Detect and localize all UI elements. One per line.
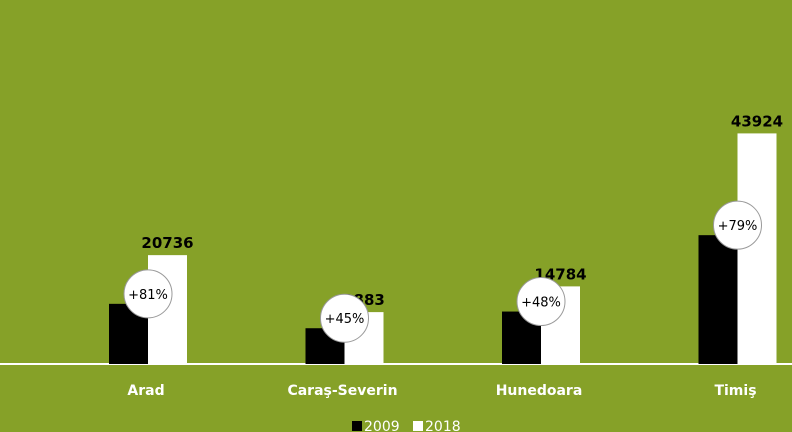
legend: 2009 2018	[352, 419, 461, 432]
legend-label-2018: 2018	[425, 419, 461, 432]
value-label-arad: 20736	[141, 234, 193, 252]
change-badge-timis	[713, 200, 762, 250]
legend-label-2009: 2009	[364, 419, 400, 432]
change-badge-arad	[123, 269, 173, 319]
bars-group	[109, 133, 777, 364]
value-label-timis: 43924	[731, 112, 783, 130]
change-badge-hunedoara	[516, 277, 566, 327]
change-label-hunedoara: +48%	[521, 296, 561, 311]
labels-group: 20736+81%Arad9883+45%Caraş-Severin14784+…	[123, 112, 783, 399]
change-label-caras-severin: +45%	[325, 312, 365, 327]
category-label-timis: Timiş	[714, 383, 756, 399]
bar-2009-timis	[698, 235, 738, 364]
legend-swatch-2018	[413, 421, 423, 431]
category-label-caras-severin: Caraş-Severin	[287, 383, 397, 399]
change-label-timis: +79%	[718, 219, 758, 234]
change-label-arad: +81%	[128, 288, 168, 303]
legend-swatch-2009	[352, 421, 362, 431]
change-badge-caras-severin	[320, 293, 369, 343]
category-label-arad: Arad	[127, 383, 164, 399]
category-label-hunedoara: Hunedoara	[496, 383, 583, 399]
